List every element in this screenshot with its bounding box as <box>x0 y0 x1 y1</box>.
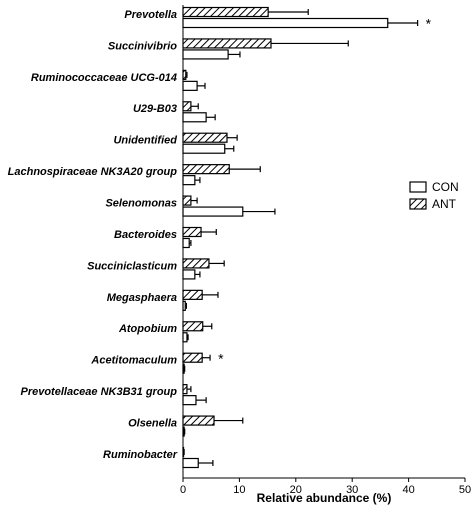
category-label: Atopobium <box>118 323 177 335</box>
bar <box>182 143 226 154</box>
bar <box>182 237 190 249</box>
x-tick-label: 50 <box>459 484 471 496</box>
bar <box>182 352 203 363</box>
legend-label: ANT <box>432 197 457 211</box>
bar <box>182 101 192 112</box>
x-tick-label: 40 <box>402 484 414 496</box>
x-tick-label: 10 <box>233 484 245 496</box>
bar <box>182 112 207 123</box>
bar <box>182 195 192 206</box>
bar <box>182 332 188 343</box>
bar <box>182 206 244 217</box>
legend-label: CON <box>432 180 459 194</box>
bar <box>182 38 272 49</box>
bar <box>182 415 215 426</box>
category-label: U29-B03 <box>133 103 177 115</box>
bar <box>182 17 389 29</box>
bar <box>182 69 187 80</box>
category-label: Bacteroides <box>114 229 177 241</box>
bar <box>182 289 203 300</box>
category-label: Unidentified <box>113 135 177 147</box>
category-label: Lachnospiraceae NK3A20 group <box>8 166 178 178</box>
x-tick-label: 20 <box>290 484 302 496</box>
bar <box>182 321 204 332</box>
bar <box>182 258 210 269</box>
significance-marker: * <box>426 16 432 32</box>
bar <box>182 384 188 395</box>
bar <box>182 363 185 374</box>
bar <box>182 395 197 406</box>
x-tick-label: 30 <box>346 484 358 496</box>
category-label: Succiniclasticum <box>87 260 177 272</box>
category-label: Succinivibrio <box>108 40 177 52</box>
category-label: Selenomonas <box>105 197 177 209</box>
category-label: Megasphaera <box>107 292 177 304</box>
bar <box>182 164 230 175</box>
legend-swatch <box>409 198 427 210</box>
bar <box>182 132 228 143</box>
bar <box>182 6 269 18</box>
bar <box>182 80 198 91</box>
legend-swatch <box>409 181 427 193</box>
category-label: Olsenella <box>128 417 177 429</box>
x-axis-title: Relative abundance (%) <box>257 491 392 505</box>
bar <box>182 300 186 311</box>
bar <box>182 446 185 458</box>
category-label: Ruminobacter <box>103 449 178 461</box>
bar <box>182 457 199 469</box>
category-label: Acetitomaculum <box>90 355 177 367</box>
category-label: Prevotella <box>124 9 177 21</box>
category-label: Ruminococcaceae UCG-014 <box>31 72 177 84</box>
bar <box>182 49 229 60</box>
bar <box>182 269 196 280</box>
bar <box>182 226 202 238</box>
bar <box>182 426 185 437</box>
category-label: Prevotellaceae NK3B31 group <box>20 386 177 398</box>
bar <box>182 175 196 186</box>
x-tick-label: 0 <box>180 484 186 496</box>
significance-marker: * <box>218 350 224 366</box>
